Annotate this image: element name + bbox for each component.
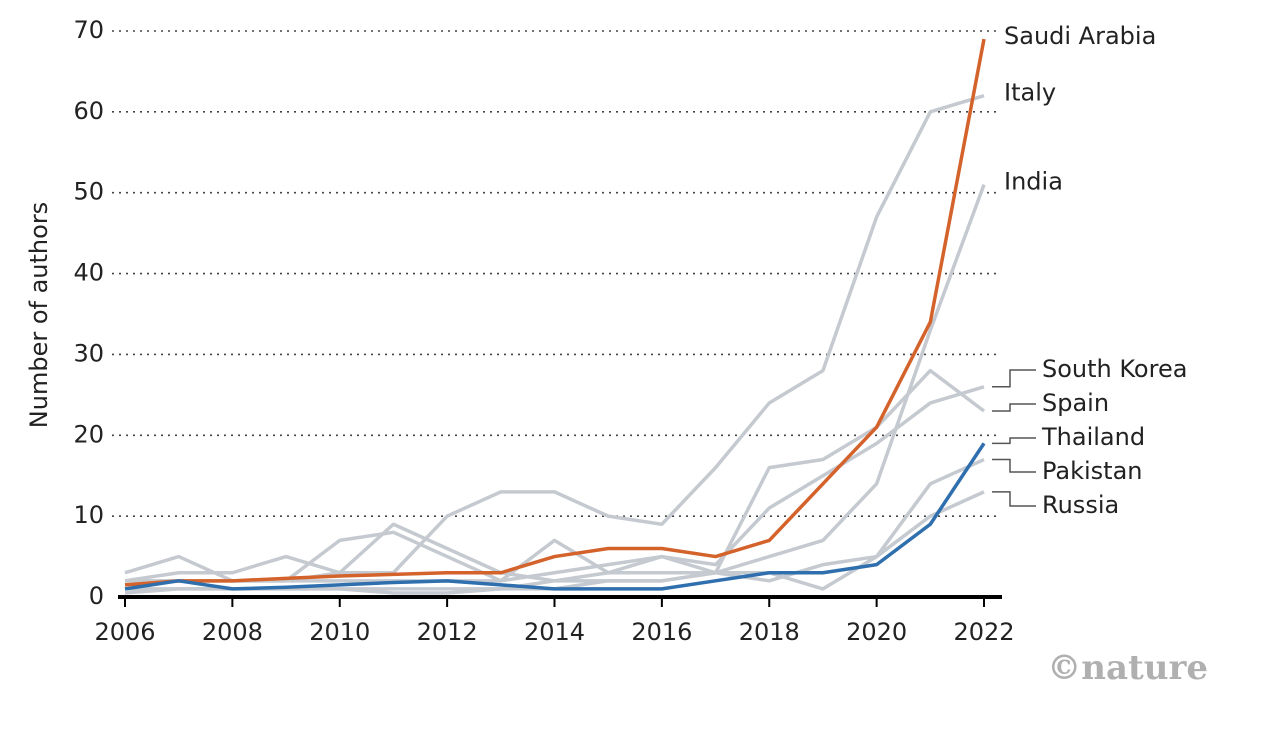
label-connector — [992, 403, 1036, 412]
series-label: Russia — [1042, 491, 1119, 519]
label-connector — [992, 369, 1036, 388]
y-tick-label: 70 — [73, 16, 104, 44]
x-tick-label: 2010 — [309, 618, 370, 646]
x-tick-label: 2006 — [94, 618, 155, 646]
series-label: Saudi Arabia — [1004, 22, 1156, 50]
y-tick-label: 50 — [73, 178, 104, 206]
credit: ©nature — [1047, 648, 1208, 688]
x-tick-label: 2020 — [846, 618, 907, 646]
x-tick-label: 2018 — [739, 618, 800, 646]
series-label: Thailand — [1041, 423, 1145, 451]
series-label: Italy — [1004, 79, 1056, 107]
x-tick-label: 2012 — [417, 618, 478, 646]
series-line — [124, 442, 986, 591]
x-tick-label: 2014 — [524, 618, 585, 646]
series-label: Pakistan — [1042, 457, 1143, 485]
series-line — [124, 94, 985, 583]
x-tick-label: 2022 — [953, 618, 1014, 646]
y-axis-label: Number of authors — [25, 202, 53, 428]
x-tick-label: 2008 — [202, 618, 263, 646]
y-tick-label: 60 — [73, 97, 104, 125]
series-line — [125, 385, 985, 583]
label-connector — [992, 458, 1036, 473]
label-connector — [992, 437, 1036, 445]
series-label: South Korea — [1042, 355, 1187, 383]
series-line — [124, 38, 986, 587]
x-tick-label: 2016 — [631, 618, 692, 646]
label-connector — [992, 491, 1036, 507]
series-label: India — [1004, 168, 1063, 196]
y-tick-label: 40 — [73, 259, 104, 287]
y-tick-label: 0 — [89, 582, 104, 610]
series-label: Spain — [1042, 389, 1109, 417]
y-tick-label: 30 — [73, 339, 104, 367]
series-line — [124, 368, 986, 583]
y-tick-label: 10 — [73, 501, 104, 529]
y-tick-label: 20 — [73, 420, 104, 448]
series-line — [125, 184, 986, 591]
